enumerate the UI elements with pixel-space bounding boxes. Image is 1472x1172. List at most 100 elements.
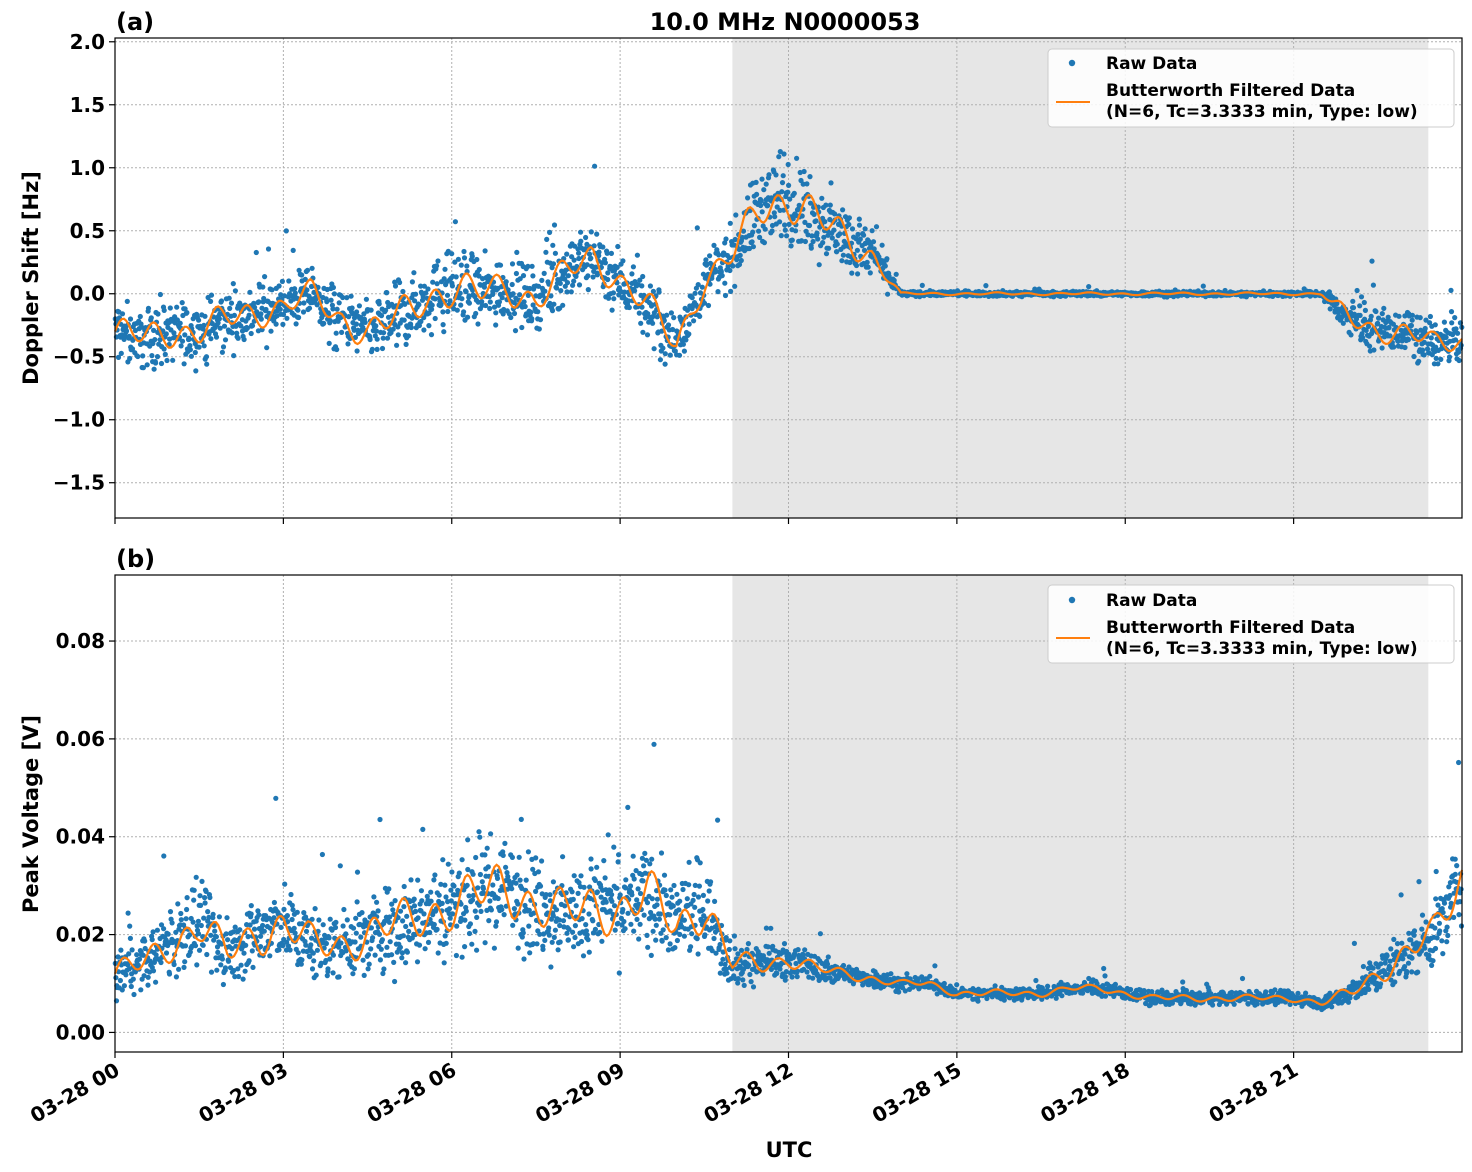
raw-point	[1351, 311, 1357, 317]
raw-point	[371, 894, 377, 900]
raw-point	[406, 928, 412, 935]
raw-point	[115, 954, 121, 960]
raw-point	[373, 328, 379, 334]
raw-point	[441, 329, 447, 335]
raw-point	[359, 910, 365, 916]
raw-point	[197, 893, 203, 899]
raw-point	[222, 965, 228, 971]
raw-point	[482, 248, 488, 254]
raw-point	[774, 970, 780, 977]
y-tick-label: −1.0	[53, 408, 105, 432]
raw-point	[562, 912, 569, 918]
raw-point	[692, 290, 698, 296]
raw-point	[810, 238, 816, 245]
raw-point	[258, 311, 264, 317]
raw-point	[1375, 320, 1381, 326]
raw-point	[271, 899, 277, 906]
raw-point	[700, 892, 707, 899]
raw-point	[711, 935, 717, 942]
raw-point	[283, 947, 289, 953]
raw-point	[640, 878, 646, 884]
raw-point	[738, 947, 745, 953]
raw-point	[158, 922, 165, 928]
raw-point	[186, 336, 192, 342]
raw-point	[701, 913, 707, 919]
raw-point	[650, 928, 656, 934]
raw-point	[795, 947, 801, 953]
raw-point	[525, 849, 532, 855]
raw-point	[766, 950, 772, 956]
raw-point	[378, 946, 384, 952]
raw-point	[434, 263, 440, 269]
raw-point	[807, 200, 814, 206]
raw-point	[1141, 988, 1147, 994]
raw-point	[690, 897, 696, 904]
raw-point	[175, 901, 181, 907]
raw-point	[420, 294, 426, 300]
raw-point	[537, 883, 544, 889]
raw-point	[479, 879, 485, 885]
raw-point	[217, 325, 223, 331]
raw-point	[1334, 300, 1340, 307]
raw-point	[125, 910, 131, 916]
raw-point	[793, 228, 799, 234]
filtered-line-a	[113, 193, 1463, 353]
raw-point	[588, 856, 594, 862]
raw-point	[696, 883, 703, 889]
raw-point	[327, 916, 333, 922]
raw-point	[157, 337, 163, 343]
raw-point	[374, 899, 380, 905]
raw-point	[330, 970, 336, 976]
raw-point	[1385, 314, 1391, 320]
raw-point	[255, 908, 261, 914]
raw-point	[1100, 983, 1106, 989]
raw-point	[379, 937, 385, 943]
raw-point	[686, 331, 692, 337]
raw-point	[603, 899, 609, 905]
raw-point	[465, 866, 471, 873]
raw-point	[530, 302, 536, 308]
raw-point	[1381, 305, 1387, 311]
raw-point	[639, 283, 645, 289]
raw-point	[445, 861, 451, 867]
raw-point	[472, 908, 478, 914]
raw-point	[482, 852, 488, 858]
raw-point	[128, 983, 134, 990]
raw-point	[404, 949, 410, 955]
raw-point	[1128, 986, 1134, 993]
raw-point	[249, 323, 256, 329]
raw-point	[387, 939, 393, 945]
raw-point	[785, 189, 791, 195]
raw-point	[113, 975, 119, 981]
raw-point	[350, 925, 357, 931]
raw-point	[763, 181, 769, 187]
raw-point	[521, 956, 527, 962]
raw-point	[695, 951, 701, 957]
raw-point	[700, 906, 706, 913]
raw-point	[571, 257, 577, 263]
raw-point	[291, 925, 297, 931]
raw-point	[556, 917, 563, 923]
raw-point	[789, 974, 795, 980]
raw-point	[1295, 990, 1301, 997]
raw-point	[642, 850, 648, 857]
raw-point	[276, 302, 282, 308]
raw-point	[132, 969, 138, 975]
raw-point	[827, 202, 833, 208]
raw-point	[476, 829, 482, 835]
raw-point	[381, 966, 387, 972]
raw-point	[615, 243, 621, 250]
raw-point	[1441, 319, 1447, 325]
raw-point	[1272, 987, 1278, 993]
raw-point	[625, 910, 631, 916]
raw-point	[369, 346, 375, 352]
raw-point	[919, 282, 925, 288]
raw-point	[195, 931, 202, 937]
raw-point	[568, 289, 574, 295]
raw-point	[515, 945, 521, 951]
raw-point	[664, 312, 670, 318]
raw-point	[340, 923, 346, 929]
raw-point	[578, 238, 584, 244]
raw-point	[181, 964, 187, 971]
raw-point	[1303, 990, 1309, 996]
